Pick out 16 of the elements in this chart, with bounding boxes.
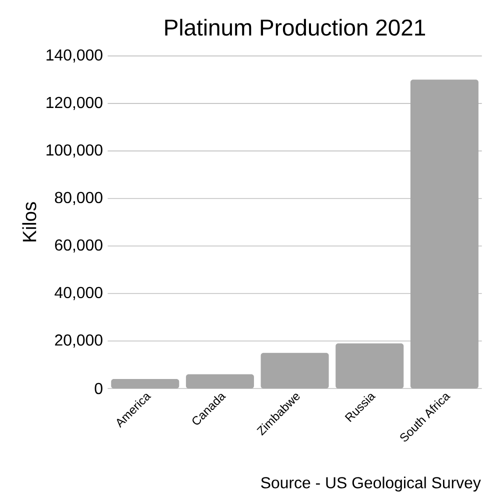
chart-title: Platinum Production 2021	[165, 18, 426, 36]
bar	[111, 379, 180, 389]
y-tick-label: 60,000	[55, 239, 102, 253]
y-tick-label: 20,000	[55, 334, 102, 348]
bar	[186, 374, 254, 389]
source-note: Source - US Geological Survey	[261, 476, 481, 492]
bar	[260, 352, 329, 389]
y-tick-label: 40,000	[54, 286, 102, 300]
bar	[410, 80, 478, 389]
bar	[336, 343, 404, 389]
y-tick-label: 0	[94, 382, 102, 394]
y-tick-label: 140,000	[46, 49, 102, 63]
y-tick-label: 100,000	[46, 144, 102, 158]
y-tick-label: 120,000	[46, 96, 102, 110]
y-tick-label: 80,000	[54, 192, 102, 206]
y-axis-title: Kilos	[22, 202, 36, 242]
